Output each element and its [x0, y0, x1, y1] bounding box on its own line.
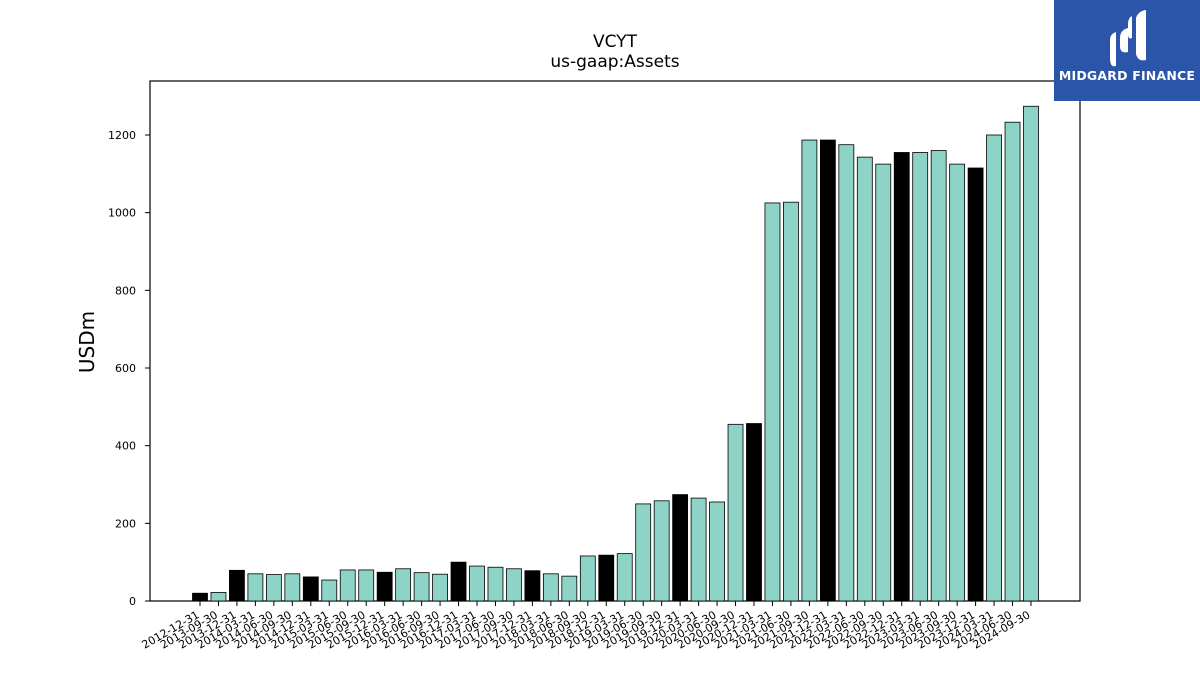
y-tick-label: 200 [115, 517, 136, 530]
bar [690, 497, 707, 602]
bar [524, 570, 541, 602]
bar [875, 163, 892, 602]
midgard-finance-logo: MIDGARD FINANCE [1054, 0, 1200, 101]
bar [192, 592, 208, 602]
bar [819, 139, 836, 602]
bar [561, 575, 578, 602]
y-tick-label: 1000 [108, 207, 136, 220]
bar [986, 134, 1002, 602]
bar [395, 568, 412, 602]
logo-text: MIDGARD FINANCE [1058, 68, 1196, 83]
bar [210, 592, 227, 602]
bar [579, 555, 596, 602]
bar [616, 553, 633, 602]
chart-subtitle: us-gaap:Assets [550, 52, 680, 72]
bar [764, 202, 781, 602]
bar [949, 163, 966, 602]
bar [302, 576, 319, 602]
bar [247, 573, 264, 602]
chart-title: VCYT [593, 32, 637, 52]
bar [321, 579, 338, 602]
bar [709, 501, 725, 602]
plot-frame [149, 80, 1081, 602]
bar [783, 201, 799, 602]
bar [653, 500, 670, 602]
y-tick-label: 400 [115, 440, 136, 453]
bar [376, 571, 393, 602]
bar [358, 569, 375, 602]
bar [1004, 121, 1021, 602]
bar [635, 503, 652, 602]
bar [893, 152, 910, 602]
bar [856, 156, 873, 602]
y-tick-label: 0 [129, 595, 136, 608]
midgard-logo-mark-icon [1110, 10, 1146, 67]
bar [727, 423, 744, 602]
bar [284, 573, 301, 602]
bar [746, 423, 762, 602]
bar [1023, 105, 1039, 602]
bar [838, 144, 855, 602]
bar [801, 139, 818, 602]
y-tick-label: 600 [115, 362, 136, 375]
bar [450, 561, 467, 602]
bar [506, 568, 522, 602]
bar [413, 572, 430, 602]
bar [265, 574, 282, 602]
y-tick-label: 800 [115, 284, 136, 297]
bar [598, 554, 615, 602]
bar [930, 150, 947, 602]
bar [339, 569, 356, 602]
bar [487, 566, 504, 602]
bar [542, 573, 559, 602]
bar [672, 494, 689, 602]
bar [912, 152, 929, 602]
bar [469, 565, 485, 602]
bar [229, 569, 245, 602]
bar [967, 167, 984, 602]
bar [432, 573, 448, 602]
y-tick-label: 1200 [108, 129, 136, 142]
